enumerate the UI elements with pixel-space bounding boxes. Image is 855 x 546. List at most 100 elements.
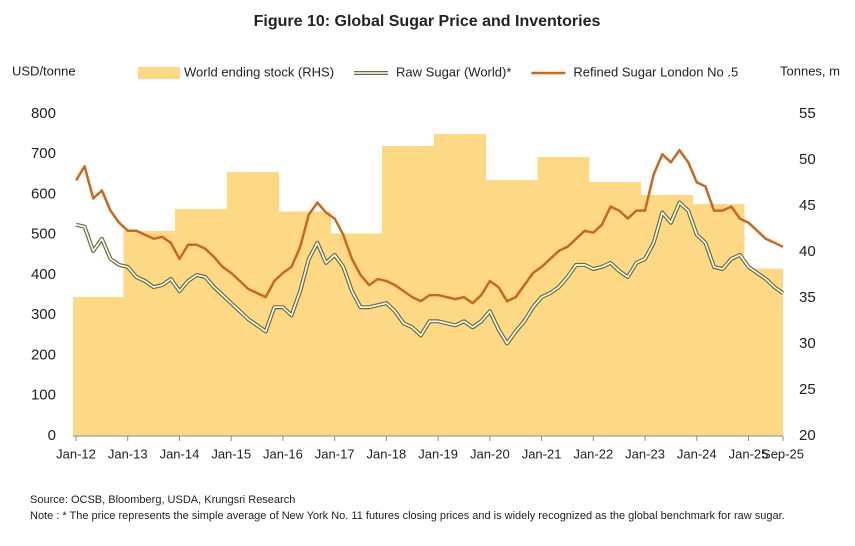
stock-bar: [649, 194, 659, 436]
stock-bar: [97, 297, 107, 436]
x-tick-label: Jan-17: [315, 446, 355, 461]
stock-bar: [589, 182, 599, 436]
stock-bar: [433, 134, 443, 437]
stock-bar: [149, 230, 159, 436]
legend-label: Raw Sugar (World)*: [396, 64, 511, 79]
stock-bar: [683, 194, 693, 436]
y-tick-label: 0: [48, 427, 56, 444]
stock-bar: [330, 233, 340, 436]
line-layer: [74, 148, 785, 346]
stock-bar: [640, 194, 650, 436]
stock-bar: [218, 208, 228, 436]
x-tick-label: Jan-16: [263, 446, 303, 461]
y-tick-label: 200: [31, 346, 56, 363]
stock-bar: [382, 146, 392, 436]
stock-bar: [80, 297, 90, 436]
y-axis-title: USD/tonne: [12, 63, 76, 78]
stock-bar: [183, 208, 193, 436]
stock-bar: [114, 297, 124, 436]
y2-tick-label: 45: [799, 197, 816, 214]
y2-tick-label: 40: [799, 243, 816, 260]
y2-tick-label: 55: [799, 105, 816, 122]
stock-bar: [666, 194, 676, 436]
stock-bar: [364, 233, 374, 436]
x-tick-label: Jan-12: [56, 446, 96, 461]
stock-bar: [88, 297, 99, 436]
area-layer: [73, 134, 783, 437]
stock-bar: [709, 204, 719, 436]
stock-bar: [278, 211, 288, 436]
stock-bar: [313, 211, 323, 436]
stock-bar: [718, 204, 728, 436]
stock-bar: [390, 146, 400, 436]
x-tick-label: Jan-23: [625, 446, 665, 461]
stock-bar: [132, 230, 142, 436]
stock-bar: [123, 230, 133, 436]
y-tick-label: 500: [31, 226, 56, 243]
x-tick-label: Jan-15: [211, 446, 251, 461]
stock-bar: [580, 157, 590, 437]
stock-bar: [347, 233, 357, 436]
stock-bar: [209, 208, 219, 436]
stock-bar: [192, 208, 202, 436]
stock-bar: [106, 297, 116, 436]
x-tick-label: Jan-20: [470, 446, 510, 461]
stock-bar: [485, 180, 495, 436]
stock-bar: [235, 171, 245, 436]
stock-bar: [416, 146, 426, 436]
y2-tick-label: 35: [799, 289, 816, 306]
stock-bar: [494, 180, 504, 436]
stock-bar: [252, 171, 262, 436]
stock-bar: [451, 134, 461, 437]
x-tick-label: Jan-18: [367, 446, 407, 461]
y2-tick-label: 30: [799, 335, 816, 352]
y2-tick-label: 25: [799, 381, 816, 398]
chart-title: Figure 10: Global Sugar Price and Invent…: [254, 13, 601, 30]
stock-bar: [632, 182, 642, 436]
stock-bar: [597, 182, 607, 436]
x-tick-label: Jan-25: [729, 446, 769, 461]
stock-bar: [261, 171, 271, 436]
stock-bar: [157, 230, 168, 436]
price-line: [74, 148, 784, 305]
stock-bar: [701, 204, 711, 436]
stock-bar: [692, 204, 702, 436]
stock-bar: [442, 134, 452, 437]
x-tick-label: Jan-14: [160, 446, 200, 461]
stock-bar: [201, 208, 211, 436]
stock-bar: [511, 180, 521, 436]
stock-bar: [244, 171, 254, 436]
y2-tick-label: 20: [799, 427, 816, 444]
y-tick-label: 100: [31, 387, 56, 404]
stock-bar: [606, 182, 616, 436]
stock-bar: [304, 211, 314, 436]
note: Note : * The price represents the simple…: [30, 510, 785, 522]
stock-bar: [744, 268, 754, 436]
source: Source: OCSB, Bloomberg, USDA, Krungsri …: [30, 494, 295, 506]
stock-bar: [657, 194, 668, 436]
stock-bar: [166, 230, 176, 436]
stock-bar: [468, 134, 478, 437]
raw-line-inner: [75, 201, 784, 345]
stock-bar: [73, 297, 81, 436]
stock-bar: [502, 180, 512, 436]
x-tick-label: Jan-21: [522, 446, 562, 461]
stock-bar: [761, 268, 771, 436]
stock-bar: [778, 268, 783, 436]
x-tick-label: Jan-24: [677, 446, 717, 461]
stock-bar: [752, 268, 762, 436]
stock-bar: [554, 157, 564, 437]
stock-bar: [770, 268, 780, 436]
x-tick-label: Jan-19: [418, 446, 458, 461]
stock-bar: [459, 134, 469, 437]
stock-bar: [563, 157, 573, 437]
stock-bar: [356, 233, 366, 436]
legend-label: World ending stock (RHS): [184, 64, 334, 79]
x-tick-label: Sep-25: [762, 446, 804, 461]
stock-bar: [425, 146, 435, 436]
legend-label: Refined Sugar London No .5: [573, 64, 738, 79]
stock-bar: [614, 182, 624, 436]
y-tick-label: 400: [31, 266, 56, 283]
y2-tick-label: 50: [799, 151, 816, 168]
